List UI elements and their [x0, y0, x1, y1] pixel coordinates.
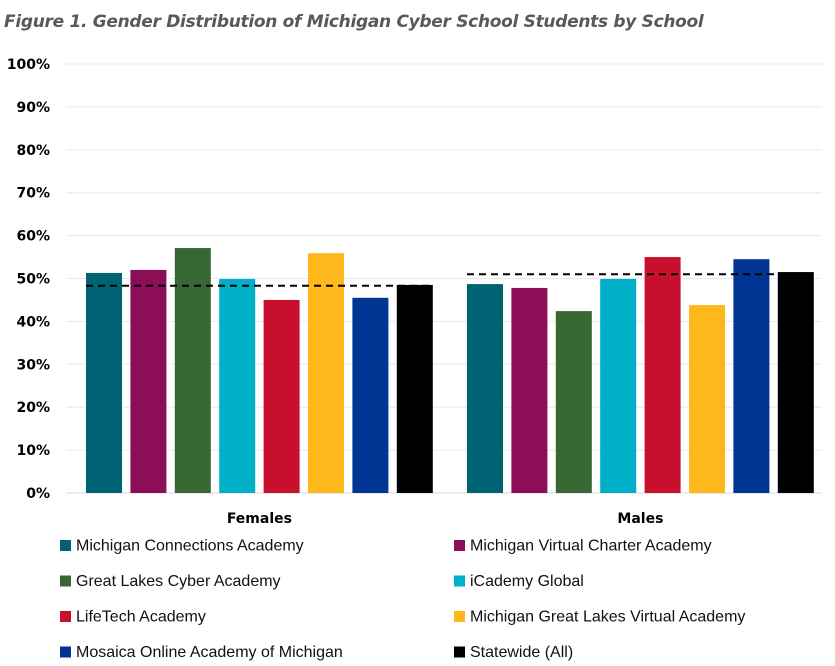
y-tick-label: 70% — [16, 186, 50, 202]
bar-males-5 — [644, 257, 681, 493]
bar-males-2 — [511, 287, 548, 493]
legend-swatch — [60, 575, 71, 587]
y-tick-label: 50% — [16, 272, 50, 288]
y-tick-label: 100% — [7, 57, 50, 73]
legend-swatch — [60, 611, 71, 622]
chart-title: Figure 1. Gender Distribution of Michiga… — [4, 12, 704, 32]
legend-swatch — [454, 540, 465, 551]
bar-females-3 — [174, 248, 211, 493]
legend-swatch — [454, 611, 465, 622]
bar-males-1 — [467, 284, 503, 493]
y-tick-label: 20% — [16, 400, 50, 416]
y-tick-label: 40% — [16, 314, 50, 330]
y-tick-label: 10% — [16, 443, 50, 459]
legend-swatch — [454, 646, 465, 658]
bar-males-7 — [733, 259, 770, 493]
legend-swatch — [60, 540, 71, 551]
bar-females-5 — [263, 299, 300, 493]
bar-females-2 — [130, 269, 167, 493]
bar-females-1 — [86, 272, 122, 493]
bar-males-6 — [689, 305, 725, 493]
y-tick-label: 0% — [26, 486, 50, 502]
x-category-label: Females — [227, 511, 292, 527]
x-category-label: Males — [617, 511, 663, 527]
legend-label: Mosaica Online Academy of Michigan — [76, 644, 343, 661]
bar-females-7 — [352, 297, 389, 493]
legend-label: iCademy Global — [470, 573, 584, 590]
legend-swatch — [454, 575, 465, 587]
legend-label: Michigan Virtual Charter Academy — [470, 538, 712, 555]
bar-males-4 — [600, 278, 637, 493]
bar-males-3 — [555, 311, 592, 493]
y-tick-label: 30% — [16, 357, 50, 373]
bar-females-6 — [308, 253, 344, 493]
legend-label: LifeTech Academy — [76, 609, 206, 626]
bar-females-8 — [396, 284, 433, 493]
y-tick-label: 60% — [16, 229, 50, 245]
legend-label: Michigan Connections Academy — [76, 538, 304, 555]
bar-females-4 — [219, 278, 256, 493]
bar-males-8 — [777, 272, 814, 493]
y-tick-label: 80% — [16, 143, 50, 159]
y-tick-label: 90% — [16, 100, 50, 116]
legend-swatch — [60, 646, 71, 658]
legend-label: Michigan Great Lakes Virtual Academy — [470, 609, 745, 626]
legend-label: Statewide (All) — [470, 644, 573, 661]
legend-label: Great Lakes Cyber Academy — [76, 573, 281, 590]
